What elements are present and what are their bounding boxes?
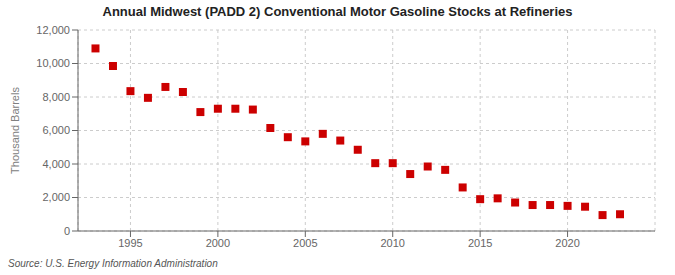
svg-text:2010: 2010 (380, 237, 404, 249)
svg-text:2,000: 2,000 (42, 191, 70, 203)
svg-text:12,000: 12,000 (36, 24, 70, 36)
svg-text:2020: 2020 (555, 237, 579, 249)
svg-text:6,000: 6,000 (42, 124, 70, 136)
svg-text:2005: 2005 (293, 237, 317, 249)
svg-text:2015: 2015 (468, 237, 492, 249)
svg-text:10,000: 10,000 (36, 57, 70, 69)
svg-text:1995: 1995 (118, 237, 142, 249)
svg-text:2000: 2000 (206, 237, 230, 249)
svg-text:0: 0 (64, 225, 70, 237)
svg-text:Thousand Barrels: Thousand Barrels (9, 87, 21, 174)
svg-text:4,000: 4,000 (42, 158, 70, 170)
svg-text:8,000: 8,000 (42, 91, 70, 103)
html-text:Annual Midwest (PADD 2) Conven: Annual Midwest (PADD 2) Conventional Mot… (102, 4, 573, 19)
html-text:Source: U.S. Energy Informatio: Source: U.S. Energy Information Administ… (8, 258, 218, 269)
